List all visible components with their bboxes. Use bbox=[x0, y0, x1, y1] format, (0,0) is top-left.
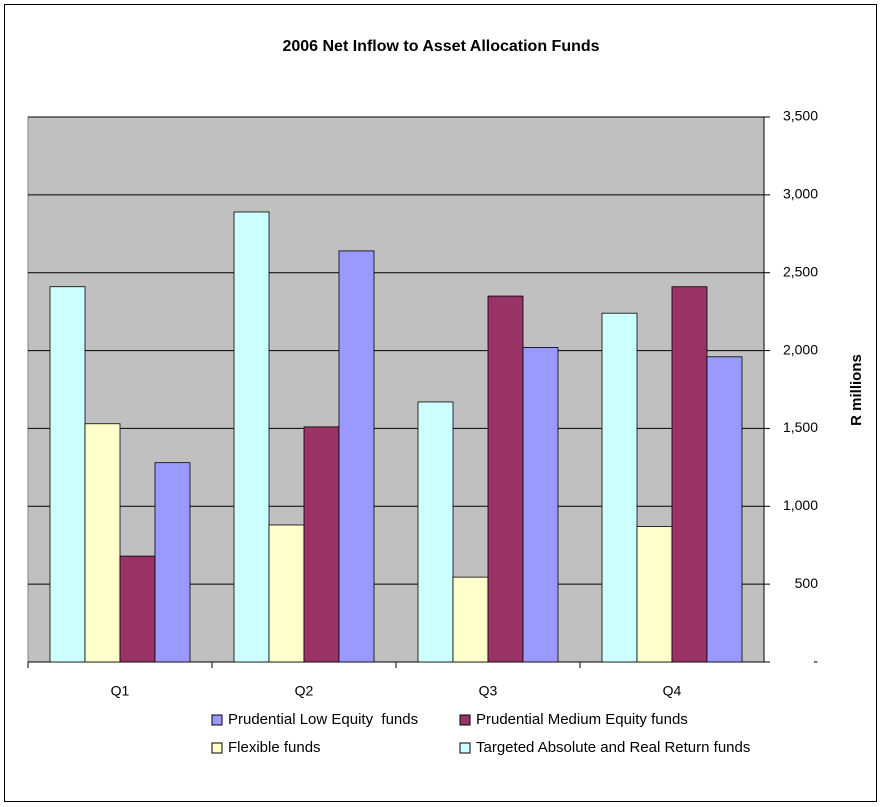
legend-swatch bbox=[459, 714, 471, 726]
y-tick-label: 1,000 bbox=[783, 497, 818, 513]
legend-swatch bbox=[211, 714, 223, 726]
bar bbox=[601, 312, 638, 663]
y-tick-label: 3,500 bbox=[783, 108, 818, 124]
y-tick-label: 2,500 bbox=[783, 263, 818, 279]
legend-label: Prudential Low Equity funds bbox=[228, 711, 418, 728]
y-tick-label: 3,000 bbox=[783, 186, 818, 202]
bar bbox=[233, 211, 270, 663]
y-tick-label: - bbox=[813, 653, 818, 669]
bar bbox=[487, 295, 524, 663]
bar bbox=[119, 555, 156, 663]
y-axis-label: R millions bbox=[848, 354, 865, 426]
y-tick-label: 2,000 bbox=[783, 341, 818, 357]
chart-title: 2006 Net Inflow to Asset Allocation Fund… bbox=[282, 38, 599, 55]
bar bbox=[154, 462, 191, 663]
bar bbox=[522, 347, 559, 663]
bar bbox=[417, 401, 454, 663]
bar bbox=[84, 423, 121, 663]
y-tick-label: 1,500 bbox=[783, 419, 818, 435]
bar bbox=[338, 250, 375, 663]
x-tick-label: Q1 bbox=[111, 683, 130, 699]
x-tick-label: Q3 bbox=[479, 683, 498, 699]
y-tick-label: 500 bbox=[795, 575, 819, 591]
x-tick-label: Q2 bbox=[295, 683, 314, 699]
bar bbox=[49, 286, 86, 663]
bar bbox=[636, 526, 673, 663]
legend-swatch bbox=[459, 742, 471, 754]
bar bbox=[452, 576, 489, 663]
bar bbox=[671, 286, 708, 663]
legend-label: Flexible funds bbox=[228, 739, 321, 756]
legend-label: Targeted Absolute and Real Return funds bbox=[476, 739, 750, 756]
legend-label: Prudential Medium Equity funds bbox=[476, 711, 688, 728]
x-tick-label: Q4 bbox=[663, 683, 682, 699]
legend-swatch bbox=[211, 742, 223, 754]
bar bbox=[706, 356, 743, 663]
bar bbox=[303, 426, 340, 663]
bar bbox=[268, 524, 305, 663]
